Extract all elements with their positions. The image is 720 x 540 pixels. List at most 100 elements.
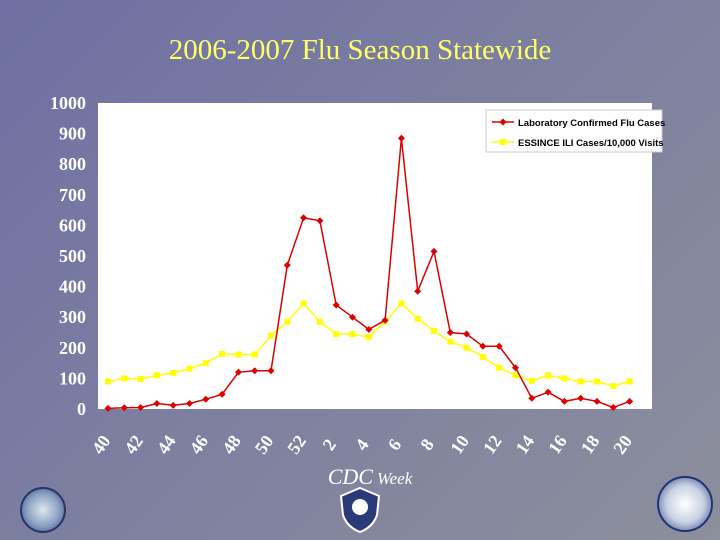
x-tick-label: 10 xyxy=(446,431,473,457)
data-point xyxy=(153,399,161,407)
y-tick-label: 1000 xyxy=(50,93,86,113)
data-point xyxy=(104,404,112,412)
data-point xyxy=(268,332,274,339)
data-point xyxy=(414,315,421,322)
data-point xyxy=(447,338,454,345)
data-point xyxy=(267,367,275,375)
data-point xyxy=(577,394,585,402)
data-point xyxy=(120,404,128,412)
data-point xyxy=(186,399,193,407)
data-point xyxy=(626,397,634,405)
data-point xyxy=(381,316,389,324)
data-point xyxy=(496,364,503,371)
x-tick-label: 8 xyxy=(416,435,438,454)
legend-label: ESSINCE ILI Cases/10,000 Visits xyxy=(518,138,664,149)
data-point xyxy=(495,342,503,350)
data-point xyxy=(610,383,617,390)
data-point xyxy=(251,367,259,375)
essence-logo xyxy=(20,487,66,533)
x-tick-label: 44 xyxy=(153,431,180,457)
data-point xyxy=(300,300,307,307)
data-point xyxy=(479,342,487,350)
data-point xyxy=(463,330,471,338)
data-point xyxy=(512,364,519,372)
data-point xyxy=(431,327,437,334)
data-point xyxy=(234,368,242,376)
data-point xyxy=(365,325,373,333)
data-point xyxy=(528,394,536,402)
x-tick-label: 16 xyxy=(544,431,571,457)
plot-area xyxy=(98,103,652,409)
data-point xyxy=(349,313,356,321)
x-tick-label: 12 xyxy=(479,431,506,457)
x-axis-label: CDC Week xyxy=(328,464,413,489)
data-point xyxy=(577,378,584,385)
y-tick-label: 600 xyxy=(59,215,86,235)
public-health-logo xyxy=(339,486,381,534)
legend-label: Laboratory Confirmed Flu Cases xyxy=(518,118,665,129)
x-tick-label: 40 xyxy=(88,431,115,457)
x-tick-label: 20 xyxy=(609,431,636,457)
data-point xyxy=(121,375,128,382)
x-tick-label: 18 xyxy=(577,431,604,457)
y-tick-label: 700 xyxy=(59,185,86,205)
data-point xyxy=(609,403,617,411)
data-point xyxy=(153,372,160,379)
data-point xyxy=(593,397,601,405)
x-tick-label: 52 xyxy=(283,431,310,457)
data-point xyxy=(235,351,242,358)
legend-marker xyxy=(499,118,507,126)
legend-marker xyxy=(500,139,506,145)
chart-title: 2006-2007 Flu Season Statewide xyxy=(168,34,552,66)
x-tick-label: 50 xyxy=(251,431,278,457)
y-tick-label: 0 xyxy=(77,399,86,419)
data-point xyxy=(397,134,405,142)
data-point xyxy=(316,318,323,325)
data-point xyxy=(560,397,568,405)
data-point xyxy=(170,369,177,376)
y-tick-label: 100 xyxy=(59,368,86,388)
data-point xyxy=(169,401,177,409)
x-tick-label: 2 xyxy=(319,435,341,454)
x-tick-label: 14 xyxy=(512,431,539,457)
data-point xyxy=(528,377,535,384)
dhss-seal xyxy=(657,476,713,532)
y-tick-label: 800 xyxy=(59,154,86,174)
data-point xyxy=(414,287,422,295)
data-point xyxy=(479,353,486,360)
y-tick-label: 200 xyxy=(59,338,86,358)
y-tick-label: 400 xyxy=(59,277,86,297)
x-tick-label: 6 xyxy=(384,435,406,454)
y-tick-label: 500 xyxy=(59,246,86,266)
data-point xyxy=(105,378,111,385)
data-point xyxy=(137,376,144,383)
data-point xyxy=(398,300,405,307)
data-point xyxy=(446,329,454,336)
data-point xyxy=(251,351,258,358)
x-tick-label: 4 xyxy=(351,435,373,454)
data-point xyxy=(333,331,340,338)
data-point xyxy=(365,334,372,341)
data-point xyxy=(202,360,209,367)
x-tick-label: 48 xyxy=(218,431,245,457)
data-point xyxy=(219,350,226,357)
x-tick-label: 42 xyxy=(120,431,147,457)
data-point xyxy=(463,344,470,351)
data-point xyxy=(512,372,519,379)
data-point xyxy=(202,395,210,403)
data-point xyxy=(594,378,600,385)
y-tick-label: 900 xyxy=(59,124,86,144)
data-point xyxy=(430,247,438,255)
legend xyxy=(485,109,663,153)
data-point xyxy=(544,388,552,396)
data-point xyxy=(316,217,324,225)
data-point xyxy=(137,403,145,411)
data-point xyxy=(218,390,226,398)
data-point xyxy=(626,378,633,385)
data-point xyxy=(283,261,291,269)
data-point xyxy=(545,372,552,379)
x-tick-label: 46 xyxy=(186,431,213,457)
data-point xyxy=(284,318,291,325)
data-point xyxy=(300,214,308,222)
